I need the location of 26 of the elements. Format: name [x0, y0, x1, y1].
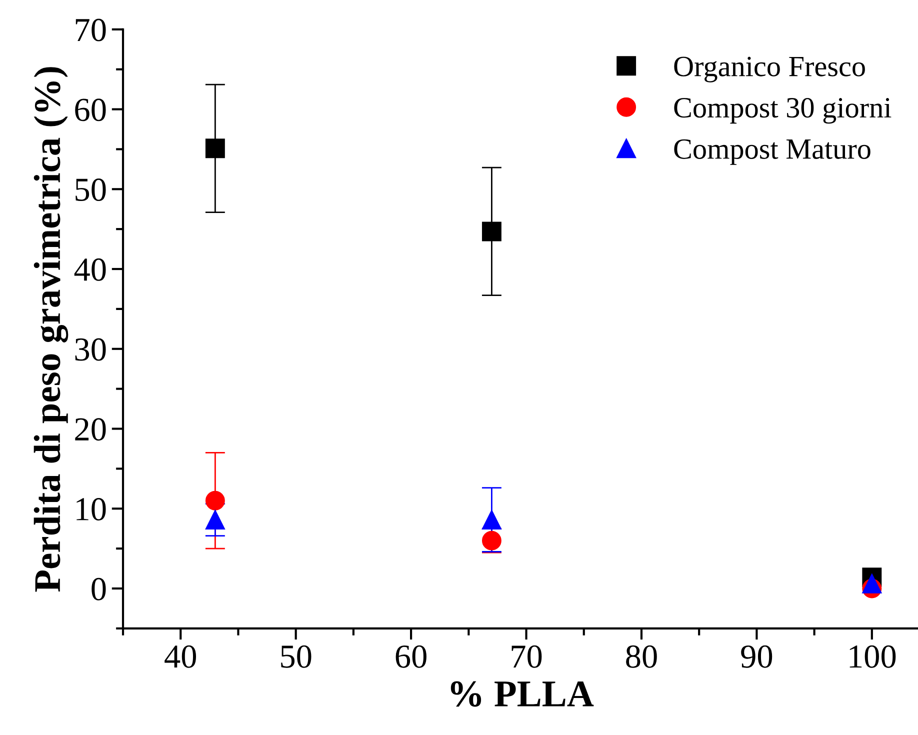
- x-tick-label: 90: [741, 645, 772, 668]
- x-tick-label: 100: [850, 645, 896, 668]
- y-tick-label: 70: [76, 18, 106, 42]
- y-tick-label: 20: [75, 418, 106, 441]
- x-tick-label: 80: [626, 645, 657, 668]
- point: [205, 510, 225, 530]
- y-tick-label: 40: [74, 258, 106, 281]
- x-tick-label: 70: [512, 645, 542, 668]
- y-tick-label: 50: [76, 178, 106, 202]
- y-tick-label: 0: [92, 578, 106, 600]
- point: [205, 490, 225, 510]
- point: [205, 138, 225, 158]
- point: [482, 510, 502, 530]
- y-tick-label: 10: [76, 498, 106, 521]
- legend-label: Compost 30 giorni: [674, 98, 892, 124]
- x-tick-label: 50: [281, 645, 312, 668]
- x-tick-label: 60: [396, 645, 426, 668]
- y-tick-label: 30: [75, 338, 106, 361]
- legend-label: Organico Fresco: [674, 56, 865, 82]
- point: [862, 574, 882, 594]
- x-axis-title: % PLLA: [450, 681, 594, 707]
- point: [482, 222, 502, 242]
- x-tick-label: 40: [164, 645, 196, 668]
- legend-label: Compost Maturo: [674, 139, 870, 165]
- y-axis-title: Perdita di peso gravimetrica (%): [34, 67, 68, 592]
- y-tick-label: 60: [75, 98, 106, 122]
